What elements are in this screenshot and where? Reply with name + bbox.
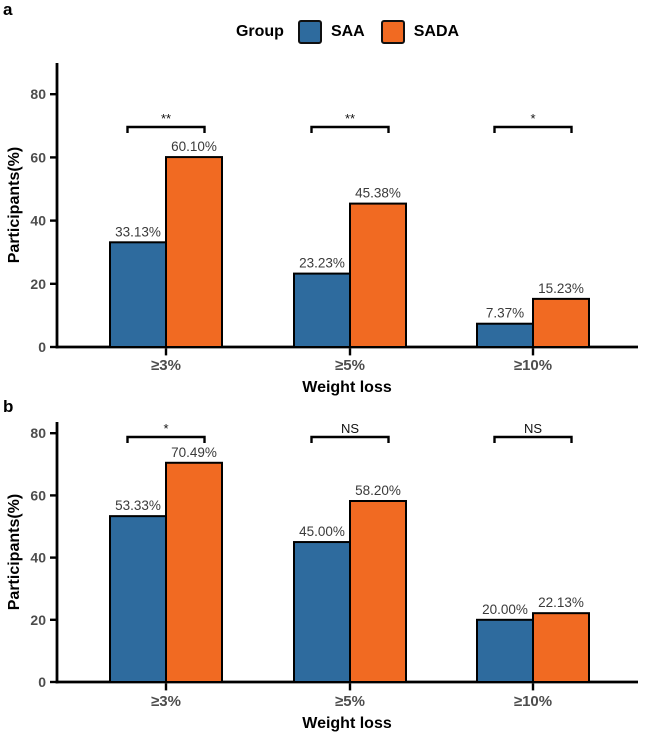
category-label: ≥10% <box>514 693 552 710</box>
legend-label-sada: SADA <box>413 23 460 40</box>
y-tick-label: 20 <box>30 612 46 628</box>
legend-title: Group <box>235 23 284 40</box>
bar-value-label: 7.37% <box>486 306 524 321</box>
significance-label: * <box>530 111 535 126</box>
y-axis-title: Participants(%) <box>6 494 23 610</box>
bar-value-label: 23.23% <box>299 256 345 271</box>
bar-sada <box>532 297 590 348</box>
panel-b-chart: 0 20 40 60 80 Participants(%) ≥3% 53.33% 70.49%*… <box>6 421 638 732</box>
bar-value-label: 60.10% <box>171 139 217 154</box>
bar-value-label: 20.00% <box>482 602 528 617</box>
bar-value-label: 53.33% <box>115 498 161 513</box>
y-tick-label: 0 <box>38 674 46 690</box>
category-label: ≥5% <box>335 693 365 710</box>
significance-bracket <box>493 435 573 443</box>
legend-swatch-saa-icon <box>297 20 322 44</box>
bar-saa <box>109 241 167 349</box>
significance-bracket <box>310 435 390 443</box>
bar-value-label: 15.23% <box>538 281 584 296</box>
bar-sada <box>165 461 223 684</box>
bar-sada <box>349 499 407 683</box>
legend-swatch-sada-icon <box>380 20 405 44</box>
x-axis-title: Weight loss <box>302 715 392 732</box>
bar-value-label: 45.00% <box>299 524 345 539</box>
bar-sada <box>532 612 590 684</box>
bar-value-label: 22.13% <box>538 595 584 610</box>
significance-label: NS <box>341 421 359 436</box>
bar-saa <box>476 618 534 684</box>
y-tick-label: 80 <box>30 86 46 102</box>
y-tick-label: 20 <box>30 276 46 292</box>
significance-bracket <box>126 125 206 133</box>
bar-saa <box>293 272 351 348</box>
significance-bracket <box>310 125 390 133</box>
category-label: ≥3% <box>151 357 181 374</box>
significance-label: * <box>163 421 168 436</box>
y-tick-label: 80 <box>30 425 46 441</box>
panel-b-label: b <box>3 397 14 416</box>
bar-sada <box>165 156 223 348</box>
y-tick-label: 0 <box>38 339 46 355</box>
bar-saa <box>293 541 351 683</box>
legend-label-saa: SAA <box>330 23 365 40</box>
bar-sada <box>349 202 407 348</box>
significance-bracket <box>493 125 573 133</box>
bar-saa <box>476 322 534 348</box>
bar-value-label: 45.38% <box>355 186 401 201</box>
x-axis-title: Weight loss <box>302 379 392 396</box>
category-label: ≥10% <box>514 357 552 374</box>
bar-value-label: 58.20% <box>355 483 401 498</box>
bar-saa <box>109 515 167 683</box>
significance-label: ** <box>161 111 171 126</box>
y-tick-label: 40 <box>30 213 46 229</box>
panel-a-chart: 020406080Participants(%)≥3%33.13%60.10%*… <box>6 63 638 396</box>
significance-label: NS <box>524 421 542 436</box>
category-label: ≥3% <box>151 693 181 710</box>
category-label: ≥5% <box>335 357 365 374</box>
y-tick-label: 40 <box>30 550 46 566</box>
significance-label: ** <box>345 111 355 126</box>
significance-bracket <box>126 435 206 443</box>
y-axis-title: Participants(%) <box>6 147 23 263</box>
bar-value-label: 70.49% <box>171 445 217 460</box>
y-tick-label: 60 <box>30 149 46 165</box>
legend: Group SAA SADA <box>57 18 638 46</box>
y-tick-label: 60 <box>30 487 46 503</box>
bar-value-label: 33.13% <box>115 224 161 239</box>
panel-a-label: a <box>3 0 13 19</box>
